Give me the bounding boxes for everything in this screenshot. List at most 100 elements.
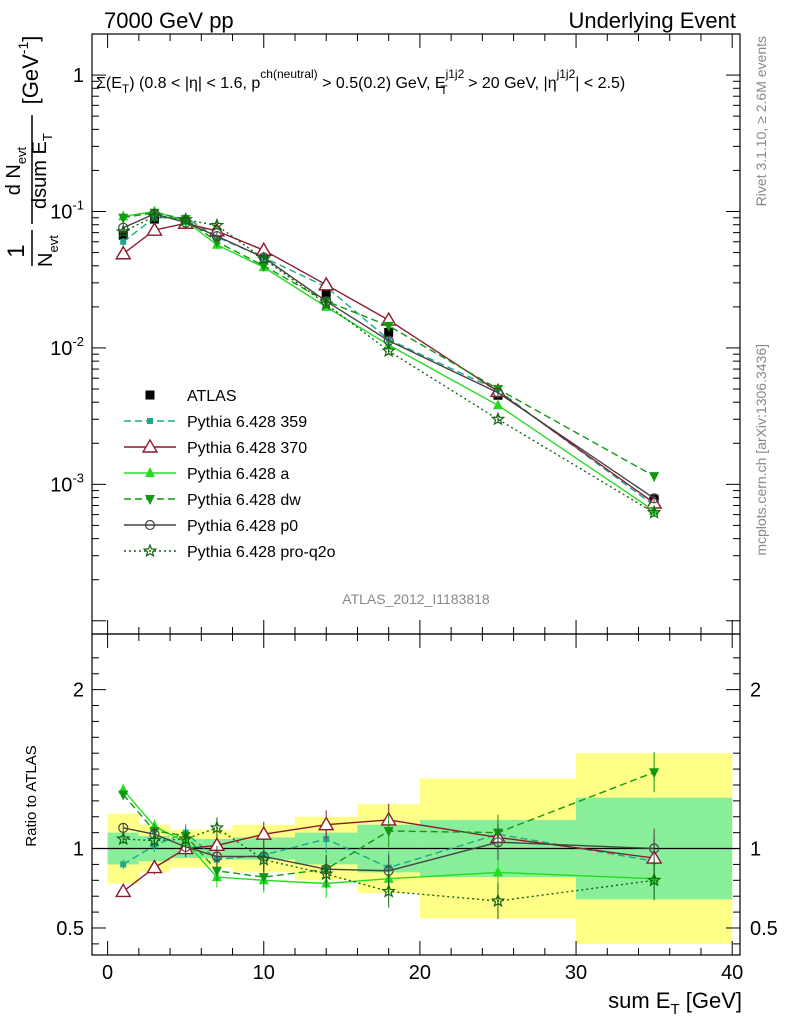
ratio-y-tick-label-right: 0.5 [750,918,778,940]
legend-label: Pythia 6.428 a [187,466,289,483]
main-point [492,387,504,398]
ratio-point [317,816,335,831]
legend-entry: Pythia 6.428 dw [124,492,301,509]
legend-marker [147,418,153,424]
ratio-point [381,883,396,898]
ratio-point [178,831,193,846]
ratio-point [256,852,272,866]
ratio-point [492,866,503,877]
main-point [256,251,272,266]
main-point [209,217,225,232]
main-point [146,221,163,236]
x-tick-label: 40 [721,962,743,984]
main-point [147,208,162,223]
legend-entry: Pythia 6.428 370 [124,438,307,457]
x-axis-label: sum ET [GeV] [608,988,742,1018]
main-point [115,224,131,238]
legend-marker [142,543,158,558]
ratio-frame [91,633,741,956]
main-axes: 10-3 10-2 10-1 1 [50,33,741,635]
main-point [381,343,396,358]
legend-marker [141,438,159,453]
ratio-point [490,893,506,908]
main-point [318,296,334,311]
main-series-0 [118,214,659,504]
ratio-series-layer [115,752,663,920]
legend-entry: Pythia 6.428 a [124,466,289,483]
ratio-y-tick-label: 1 [73,839,84,861]
main-point [646,505,662,519]
main-point [317,276,335,291]
x-tick-label: 0 [102,962,113,984]
legend-entry: Pythia 6.428 pro-q2o [124,543,336,561]
header-left: 7000 GeV pp [104,8,234,33]
cuts-annotation: Σ(ET) (0.8 < |η| < 1.6, pch(neutral) > 0… [96,67,625,97]
main-point [492,399,503,410]
main-series-6 [115,208,662,519]
legend-label: Pythia 6.428 359 [187,414,307,431]
analysis-id: ATLAS_2012_I1183818 [342,591,490,607]
main-point [178,212,193,226]
legend-entry: ATLAS [145,388,237,405]
ratio-series-5 [115,817,662,920]
ratio-point [383,827,394,838]
main-series-line [122,216,655,507]
ratio-point [115,831,131,846]
legend-marker [144,519,156,531]
main-y-axis-label: 1 Nevt d Nevt dsum ET [GeV-1] [3,36,63,267]
main-series-line [122,222,655,504]
ratio-y-tick-label-right: 2 [750,680,761,702]
ratio-y-tick-label: 2 [73,680,84,702]
ratio-y-tick-label-right: 1 [750,839,761,861]
ratio-point [118,790,129,801]
main-point [383,321,394,332]
ratio-point [211,866,222,877]
ratio-point [646,872,662,887]
x-tick-label: 20 [409,962,431,984]
header-right: Underlying Event [568,8,736,33]
main-point [118,213,129,224]
ratio-point [147,832,162,847]
main-y-tick-label: 1 [73,65,84,87]
legend-entry: Pythia 6.428 p0 [124,518,298,535]
main-series-layer [115,205,663,519]
ratio-point [120,861,127,868]
legend-marker [145,467,155,477]
ratio-point [649,843,660,854]
x-tick-label: 30 [565,962,587,984]
legend: ATLAS Pythia 6.428 359 Pythia 6.428 370 Pyt… [124,388,336,561]
main-point [490,411,506,426]
main-point [258,261,269,272]
main-point [649,493,660,504]
legend-label: ATLAS [187,388,237,405]
legend-marker [145,495,155,505]
ratio-point [146,859,163,874]
legend-label: Pythia 6.428 pro-q2o [187,544,336,561]
main-point [211,231,223,242]
main-point [115,245,132,260]
ratio-axes: 0.5 0.51 12 20 10 20 30 40 [56,633,778,984]
ratio-point [649,768,660,779]
ratio-series-line [123,827,655,902]
main-y-tick-label: 10-1 [50,197,84,223]
svg-text:1 Nevt d Nevt: 1 Nevt d Nevt dsum ET [GeV-1] [3,36,63,267]
ratio-y-tick-label: 0.5 [56,918,84,940]
ratio-point [318,866,334,881]
ratio-point [258,873,269,884]
main-point [321,289,331,299]
ratio-y-axis-label: Ratio to ATLAS [23,745,40,846]
mcplots-label: mcplots.cern.ch [arXiv:1306.3436] [753,344,769,556]
main-point [384,327,394,337]
ratio-point [255,825,272,840]
main-point [649,472,660,483]
x-tick-label: 10 [253,962,275,984]
main-point [120,238,127,245]
ratio-point [115,883,132,898]
main-y-tick-label: 10-3 [50,470,84,496]
legend-label: Pythia 6.428 dw [187,492,301,509]
ratio-series-line [122,771,655,878]
main-series-2 [115,214,663,509]
legend-label: Pythia 6.428 370 [187,440,307,457]
ratio-point [209,820,225,835]
